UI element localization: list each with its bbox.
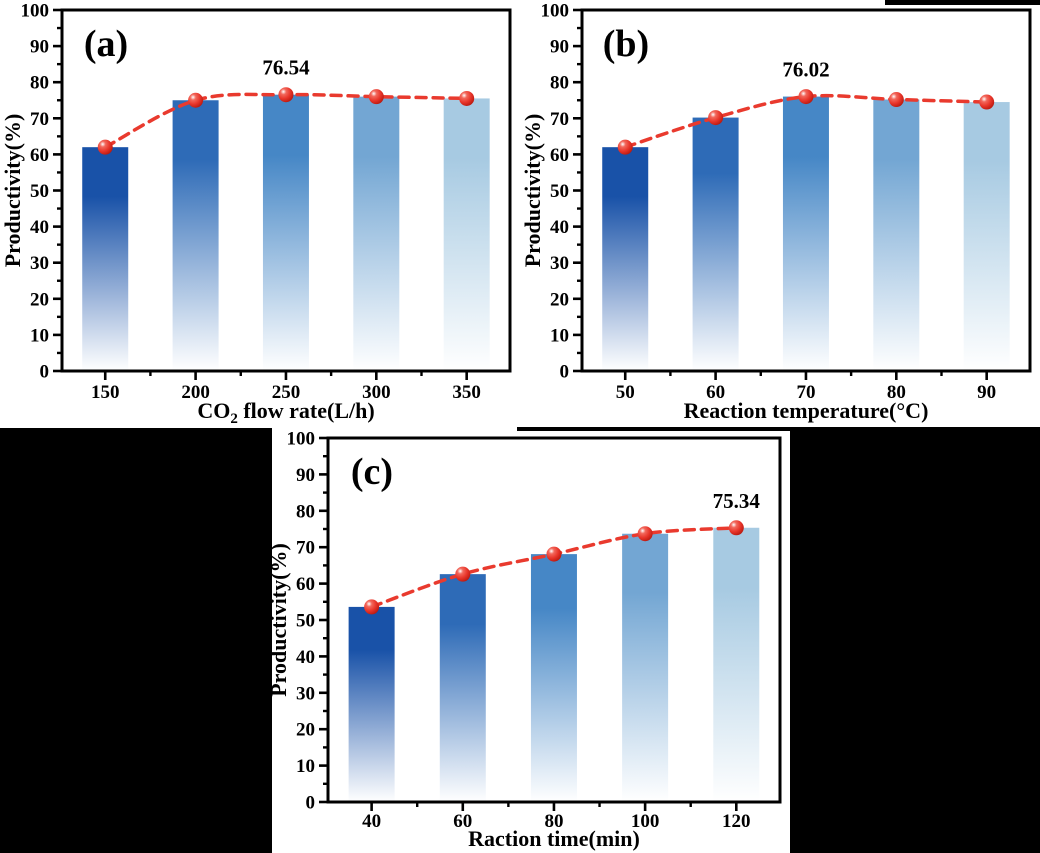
bar-60 (439, 574, 486, 802)
y-tick-label: 50 (550, 181, 569, 202)
chart-b-reaction-temperature: 0 10 20 30 40 50 60 70 80 90 100 50 60 70 80 90 76.02 (b)… (520, 1, 1032, 423)
bar-80 (530, 554, 577, 802)
data-point-marker (979, 94, 995, 110)
y-tick-label: 40 (550, 217, 569, 238)
x-tick-label: 40 (362, 811, 381, 832)
data-point-marker (888, 92, 904, 108)
chart-c-reaction-time: 0 10 20 30 40 50 60 70 80 90 100 40 60 80 100 120 75.34 (… (266, 429, 782, 851)
y-tick-label: 80 (296, 501, 315, 522)
data-point-marker (617, 139, 633, 155)
y-tick-label: 60 (296, 574, 315, 595)
data-point-marker (728, 520, 744, 536)
x-tick-label: 60 (453, 811, 472, 832)
black-edge-artifact-top-right (885, 0, 1040, 5)
x-tick-label: 120 (722, 811, 751, 832)
y-tick-label: 60 (30, 145, 49, 166)
bar-70 (782, 96, 829, 371)
x-tick-label: 90 (977, 382, 996, 403)
y-tick-label: 0 (40, 362, 50, 383)
y-tick-label: 20 (296, 720, 315, 741)
x-tick-label: 250 (272, 382, 301, 403)
x-tick-label: 300 (362, 382, 391, 403)
bar-350 (443, 98, 490, 371)
data-point-marker (97, 139, 113, 155)
x-tick-label: 50 (616, 382, 635, 403)
y-tick-label: 30 (30, 253, 49, 274)
y-tick-label: 70 (550, 109, 569, 130)
data-point-marker (459, 90, 475, 106)
bar-40 (348, 606, 395, 802)
bar-200 (172, 100, 219, 371)
x-tick-label: 150 (91, 382, 120, 403)
peak-value-label: 76.02 (782, 58, 829, 82)
data-point-marker (455, 566, 471, 582)
y-tick-label: 70 (30, 109, 49, 130)
y-tick-label: 40 (30, 217, 49, 238)
x-tick-label: 70 (796, 382, 815, 403)
data-point-marker (278, 87, 294, 103)
x-tick-label: 100 (631, 811, 660, 832)
y-tick-label: 10 (550, 325, 569, 346)
y-tick-label: 30 (550, 253, 569, 274)
x-tick-label: 60 (706, 382, 725, 403)
data-point-marker (637, 526, 653, 542)
y-tick-label: 0 (560, 362, 570, 383)
black-edge-artifact-middle (517, 427, 1040, 431)
y-tick-label: 90 (296, 465, 315, 486)
y-tick-label: 100 (21, 1, 50, 22)
bar-150 (82, 147, 129, 371)
bar-90 (963, 102, 1010, 372)
bar-80 (873, 99, 920, 371)
panel-letter: (c) (351, 451, 393, 493)
y-tick-label: 60 (550, 145, 569, 166)
y-tick-label: 50 (296, 611, 315, 632)
peak-value-label: 75.34 (713, 489, 761, 513)
panel-letter: (a) (84, 23, 128, 65)
x-tick-label: 80 (887, 382, 906, 403)
bar-50 (602, 147, 649, 371)
panel-c: 0 10 20 30 40 50 60 70 80 90 100 40 60 80 100 120 75.34 (… (266, 428, 790, 853)
x-tick-label: 350 (452, 382, 481, 403)
y-tick-label: 20 (550, 289, 569, 310)
y-tick-label: 50 (30, 181, 49, 202)
data-point-marker (798, 89, 814, 105)
data-point-marker (708, 110, 724, 126)
data-point-marker (368, 89, 384, 105)
chart-a-co2-flow-rate: 0 10 20 30 40 50 60 70 80 90 100 150 200 250 300 350 76.… (0, 1, 512, 427)
y-tick-label: 100 (287, 429, 316, 450)
panel-a: 0 10 20 30 40 50 60 70 80 90 100 150 200 250 300 350 76.… (0, 0, 520, 428)
panel-letter: (b) (603, 23, 649, 65)
y-tick-label: 90 (30, 37, 49, 58)
data-point-marker (364, 599, 380, 615)
bar-250 (262, 94, 309, 371)
x-tick-label: 80 (544, 811, 563, 832)
y-tick-label: 90 (550, 37, 569, 58)
y-tick-label: 40 (296, 647, 315, 668)
y-axis-label: Productivity(%) (520, 114, 545, 268)
y-axis-label: Productivity(%) (272, 543, 291, 697)
x-tick-label: 200 (181, 382, 210, 403)
panel-b: 0 10 20 30 40 50 60 70 80 90 100 50 60 70 80 90 76.02 (b)… (520, 0, 1040, 428)
y-tick-label: 80 (30, 73, 49, 94)
y-tick-label: 10 (30, 325, 49, 346)
data-point-marker (546, 546, 562, 562)
peak-value-label: 76.54 (262, 56, 310, 80)
y-tick-label: 20 (30, 289, 49, 310)
bar-100 (622, 533, 669, 802)
y-axis-label: Productivity(%) (0, 114, 25, 268)
x-axis-label: CO2 flow rate(L/h) (197, 398, 374, 427)
y-tick-label: 80 (550, 73, 569, 94)
data-point-marker (188, 92, 204, 108)
x-axis-label: Reaction temperature(°C) (684, 398, 929, 423)
bar-120 (713, 527, 760, 802)
y-tick-label: 10 (296, 756, 315, 777)
y-tick-label: 100 (541, 1, 570, 22)
y-tick-label: 30 (296, 683, 315, 704)
x-axis-label: Raction time(min) (468, 826, 640, 851)
y-tick-label: 0 (306, 793, 316, 814)
y-tick-label: 70 (296, 538, 315, 559)
bar-300 (353, 96, 400, 371)
bar-60 (692, 117, 739, 371)
